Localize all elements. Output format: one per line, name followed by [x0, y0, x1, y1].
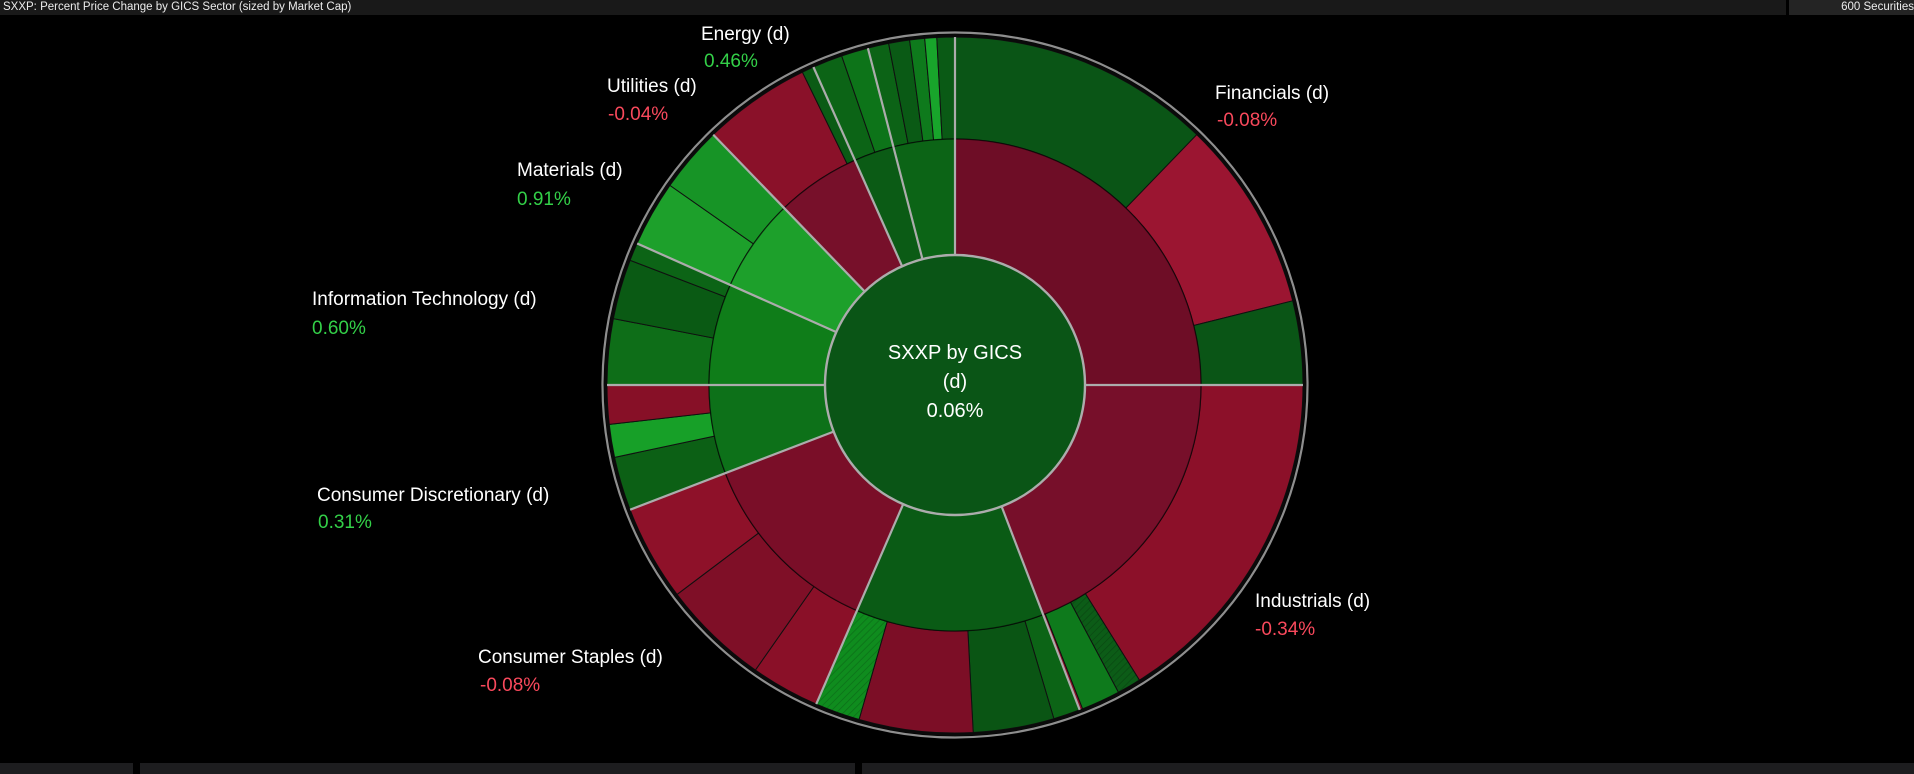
- sector-value-consumer-discretionary: 0.31%: [318, 512, 372, 533]
- sector-label-industrials: Industrials (d): [1255, 591, 1371, 612]
- sector-label-energy: Energy (d): [701, 24, 790, 45]
- sector-boundary: [627, 430, 835, 512]
- industry-segment-hatch: [816, 610, 888, 720]
- sector-wedge-unlabeled[interactable]: [854, 146, 923, 267]
- sector-wedge-consumer-discretionary[interactable]: [709, 385, 834, 474]
- bottom-panel-edge: [862, 763, 1914, 774]
- sector-boundary: [811, 64, 904, 268]
- securities-count: 600 Securities: [1841, 1, 1914, 13]
- sector-boundary: [1000, 505, 1082, 713]
- outer-rim-gap: [604, 34, 1306, 736]
- title-bar-right: 600 Securities: [1789, 0, 1914, 15]
- sector-label-utilities: Utilities (d): [607, 76, 697, 97]
- sector-wedge-consumer-staples[interactable]: [725, 431, 904, 611]
- page-title: SXXP: Percent Price Change by GICS Secto…: [3, 1, 352, 13]
- outer-rim: [601, 31, 1309, 739]
- sector-label-financials: Financials (d): [1215, 83, 1330, 104]
- sector-wedge-financials[interactable]: [955, 139, 1201, 385]
- industry-segment-hatch: [1070, 593, 1140, 693]
- sector-boundary: [634, 241, 838, 334]
- bottom-panel-edge: [140, 763, 855, 774]
- sector-label-information-technology: Information Technology (d): [312, 289, 537, 310]
- sector-wedge-information-technology[interactable]: [709, 284, 837, 385]
- sector-wedge-materials[interactable]: [730, 208, 865, 333]
- sector-value-information-technology: 0.60%: [312, 318, 366, 339]
- sector-wedge-industrials[interactable]: [1001, 385, 1201, 615]
- sector-label-consumer-discretionary: Consumer Discretionary (d): [317, 485, 550, 506]
- sector-boundary: [711, 132, 867, 293]
- sector-value-energy: 0.46%: [704, 51, 758, 72]
- sector-value-materials: 0.91%: [517, 189, 571, 210]
- sector-value-utilities: -0.04%: [608, 104, 669, 125]
- sector-value-consumer-staples: -0.08%: [480, 675, 541, 696]
- sector-boundary: [814, 502, 905, 707]
- sector-label-materials: Materials (d): [517, 160, 623, 181]
- sector-value-industrials: -0.34%: [1255, 619, 1316, 640]
- sector-boundary: [866, 45, 924, 261]
- sector-wedge-energy[interactable]: [893, 139, 955, 260]
- chart-center-circle[interactable]: [823, 253, 1087, 517]
- bottom-panel-edge: [0, 763, 133, 774]
- title-bar: SXXP: Percent Price Change by GICS Secto…: [0, 0, 1786, 15]
- sector-value-financials: -0.08%: [1217, 110, 1278, 131]
- sector-wedge-unlabeled[interactable]: [856, 504, 1044, 632]
- sector-label-consumer-staples: Consumer Staples (d): [478, 647, 663, 668]
- sector-wedge-utilities[interactable]: [784, 160, 903, 292]
